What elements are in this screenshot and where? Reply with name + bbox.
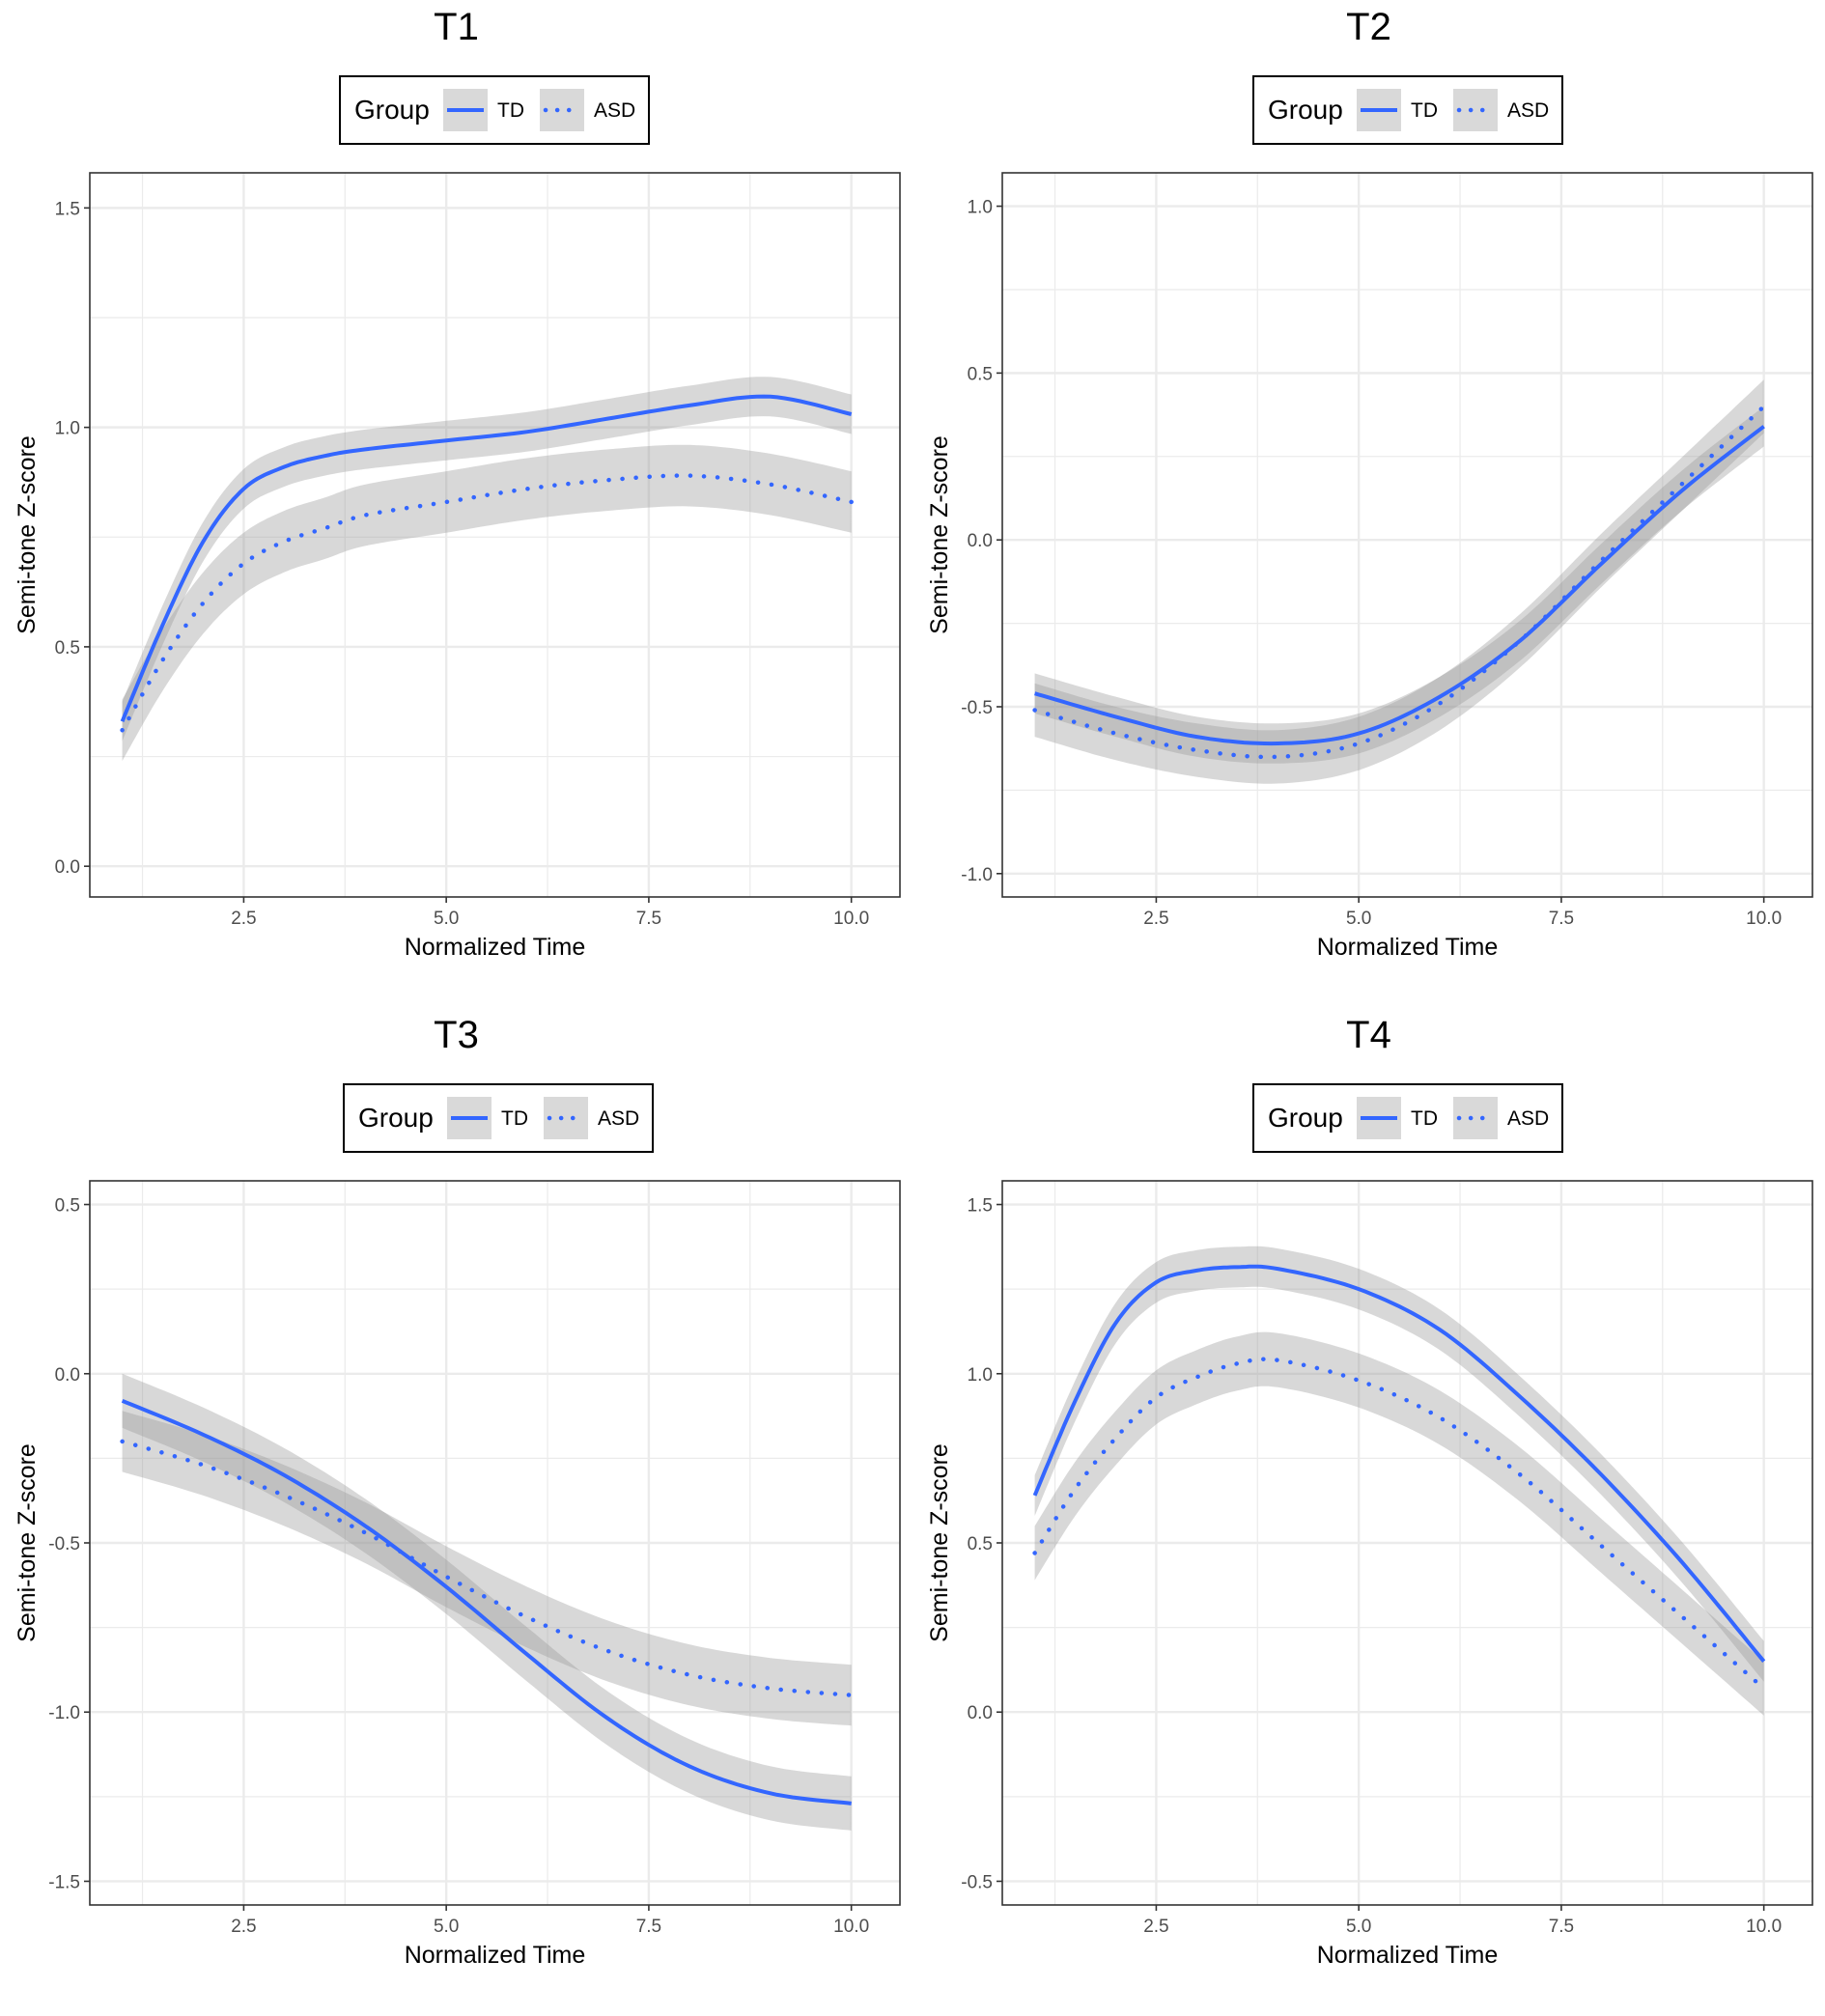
- y-axis-title: Semi-tone Z-score: [14, 435, 41, 634]
- series-line-asd: [1032, 404, 1766, 760]
- plot-area: -0.5 0.0 0.5 1.0 1.5 2.5 5.0 7.5 10.0 Normalized …: [926, 1180, 1813, 1969]
- series-line-td: [120, 394, 853, 722]
- x-tick-label: 5.0: [434, 909, 459, 929]
- y-tick-label: 1.0: [55, 419, 80, 439]
- confidence-band-asd: [122, 1411, 852, 1726]
- legend-label-td: TD: [501, 1107, 528, 1130]
- series-line-asd: [1032, 1357, 1766, 1691]
- x-axis-title: Normalized Time: [405, 934, 586, 961]
- y-tick-label: 0.5: [968, 1534, 993, 1554]
- x-tick-label: 5.0: [1346, 909, 1371, 929]
- legend: Group TD ASD: [343, 1083, 654, 1153]
- y-tick-label: -1.0: [961, 865, 993, 885]
- legend-label-asd: ASD: [1507, 99, 1550, 122]
- legend-label-asd: ASD: [598, 1107, 640, 1130]
- chart-title: T1: [434, 6, 479, 48]
- legend-title: Group: [354, 95, 430, 125]
- series-line-asd: [120, 473, 854, 733]
- chart-title: T3: [434, 1014, 479, 1056]
- x-tick-label: 10.0: [833, 909, 869, 929]
- x-tick-label: 2.5: [1143, 1917, 1168, 1937]
- chart-panel-t4: T4 Group TD ASD -0.5 0.0 0.5 1.0 1.5 2.5 5.0 7.…: [912, 1008, 1825, 2016]
- legend-key-td: [443, 89, 488, 131]
- legend-label-td: TD: [1411, 99, 1438, 122]
- legend-key-td: [1357, 89, 1401, 131]
- legend-title: Group: [1268, 1103, 1343, 1133]
- confidence-band-asd: [1034, 1331, 1764, 1716]
- y-tick-label: 1.5: [55, 199, 80, 219]
- legend-label-td: TD: [497, 99, 524, 122]
- plot-area: -1.0 -0.5 0.0 0.5 1.0 2.5 5.0 7.5 10.0 Normalized…: [926, 172, 1813, 961]
- y-axis-title: Semi-tone Z-score: [926, 1443, 953, 1642]
- plot-area: -1.5 -1.0 -0.5 0.0 0.5 2.5 5.0 7.5 10.0 Normalize…: [14, 1180, 901, 1969]
- legend-label-asd: ASD: [1507, 1107, 1550, 1130]
- y-tick-label: -1.5: [48, 1872, 80, 1892]
- y-tick-label: -0.5: [961, 1872, 993, 1892]
- legend-key-asd: [544, 1097, 588, 1139]
- x-tick-label: 2.5: [231, 909, 256, 929]
- confidence-band-asd: [1034, 379, 1764, 784]
- legend: Group TD ASD: [339, 75, 650, 145]
- legend-title: Group: [358, 1103, 434, 1133]
- x-tick-label: 2.5: [1143, 909, 1168, 929]
- x-tick-label: 10.0: [1746, 1917, 1782, 1937]
- plot-background: [1002, 173, 1812, 897]
- plot-border: [1001, 172, 1813, 898]
- x-tick-label: 2.5: [231, 1917, 256, 1937]
- y-tick-label: 1.5: [968, 1196, 993, 1217]
- y-tick-label: 0.0: [55, 857, 80, 878]
- y-tick-label: 0.0: [968, 1703, 993, 1723]
- y-tick-label: 0.5: [55, 1196, 80, 1217]
- y-tick-label: 0.5: [55, 638, 80, 658]
- y-tick-label: -0.5: [48, 1534, 80, 1554]
- legend: Group TD ASD: [1252, 1083, 1563, 1153]
- x-tick-label: 7.5: [636, 1917, 661, 1937]
- series-line-td: [1032, 1264, 1766, 1663]
- confidence-band-td: [1034, 406, 1764, 764]
- x-tick-label: 7.5: [1549, 909, 1574, 929]
- x-tick-label: 5.0: [434, 1917, 459, 1937]
- chart-panel-t1: T1 Group TD ASD 0.0 0.5 1.0 1.5 2.5 5.0 7.5 10.…: [0, 0, 912, 1008]
- y-tick-label: 0.5: [968, 364, 993, 384]
- chart-title: T2: [1346, 6, 1391, 48]
- plot-border: [89, 172, 901, 898]
- y-tick-label: 0.0: [55, 1365, 80, 1386]
- chart-panel-t3: T3 Group TD ASD -1.5 -1.0 -0.5 0.0 0.5 2.5 5.0…: [0, 1008, 912, 2016]
- x-axis-title: Normalized Time: [405, 1942, 586, 1969]
- y-tick-label: 0.0: [968, 531, 993, 551]
- x-tick-label: 5.0: [1346, 1917, 1371, 1937]
- y-axis-title: Semi-tone Z-score: [926, 435, 953, 634]
- legend-key-asd: [1453, 89, 1498, 131]
- y-tick-label: -1.0: [48, 1703, 80, 1723]
- chart-title: T4: [1346, 1014, 1391, 1056]
- x-tick-label: 7.5: [636, 909, 661, 929]
- legend-key-asd: [540, 89, 584, 131]
- legend-title: Group: [1268, 95, 1343, 125]
- x-axis-title: Normalized Time: [1317, 1942, 1499, 1969]
- legend-key-asd: [1453, 1097, 1498, 1139]
- series-line-td: [121, 1398, 852, 1806]
- confidence-band-td: [122, 377, 852, 742]
- x-tick-label: 10.0: [1746, 909, 1782, 929]
- legend-key-td: [447, 1097, 491, 1139]
- x-tick-label: 7.5: [1549, 1917, 1574, 1937]
- y-tick-label: 1.0: [968, 1365, 993, 1386]
- plot-background: [90, 173, 900, 897]
- confidence-band-asd: [122, 444, 852, 762]
- legend: Group TD ASD: [1252, 75, 1563, 145]
- chart-panel-t2: T2 Group TD ASD -1.0 -0.5 0.0 0.5 1.0 2.5 5.0 7…: [912, 0, 1825, 1008]
- y-tick-label: -0.5: [961, 698, 993, 718]
- y-tick-label: 1.0: [968, 198, 993, 218]
- plot-area: 0.0 0.5 1.0 1.5 2.5 5.0 7.5 10.0 Normalized Time…: [14, 172, 901, 961]
- x-axis-title: Normalized Time: [1317, 934, 1499, 961]
- legend-label-td: TD: [1411, 1107, 1438, 1130]
- x-tick-label: 10.0: [833, 1917, 869, 1937]
- legend-key-td: [1357, 1097, 1401, 1139]
- series-line-td: [1034, 425, 1765, 746]
- legend-label-asd: ASD: [594, 99, 636, 122]
- y-axis-title: Semi-tone Z-score: [14, 1443, 41, 1642]
